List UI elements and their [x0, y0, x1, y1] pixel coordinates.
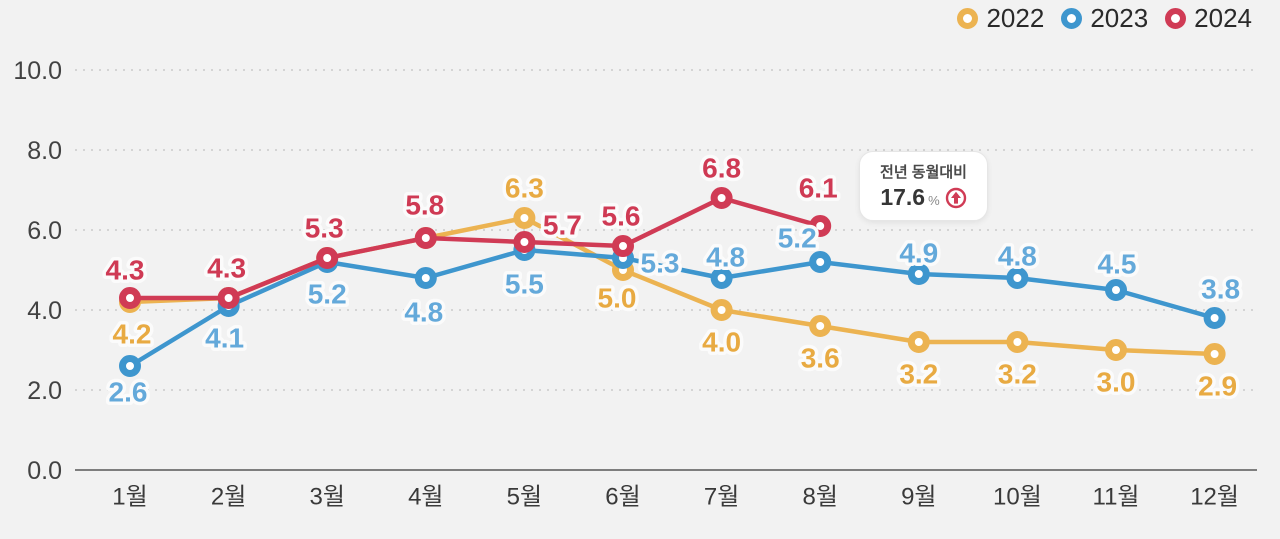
y-tick-label: 6.0 [27, 217, 62, 245]
legend-item-2023: 2023 [1061, 3, 1148, 34]
y-tick-label: 8.0 [27, 137, 62, 165]
x-tick-label: 3월 [309, 484, 344, 511]
data-label-2022-11월: 3.0 [1097, 367, 1136, 398]
data-label-2023-11월: 4.5 [1098, 249, 1137, 280]
data-point-2022-5월 [513, 207, 536, 229]
data-label-2023-8월: 5.2 [778, 223, 817, 254]
data-label-2022-9월: 3.2 [899, 359, 938, 390]
data-point-2023-12월 [1203, 307, 1226, 329]
yoy-annotation-value-row: 17.6 % [880, 184, 966, 211]
data-label-2022-6월: 5.0 [598, 283, 637, 314]
y-tick-label: 4.0 [27, 297, 62, 325]
data-point-2024-7월 [710, 187, 733, 209]
data-label-2023-9월: 4.9 [899, 238, 938, 269]
y-tick-label: 2.0 [27, 377, 62, 405]
data-label-2023-1월: 2.6 [109, 377, 148, 408]
yoy-annotation: 전년 동월대비 17.6 % [859, 151, 988, 221]
series-line-2024 [127, 195, 823, 301]
legend-marker-icon [1165, 8, 1187, 29]
legend-item-2022: 2022 [957, 3, 1044, 34]
x-tick-label: 2월 [211, 484, 246, 511]
yoy-unit: % [928, 193, 940, 208]
data-point-2024-2월 [217, 287, 240, 309]
x-tick-label: 11월 [1093, 484, 1140, 511]
data-label-2023-5월: 5.5 [505, 269, 544, 300]
x-tick-label: 5월 [507, 484, 542, 511]
data-point-2024-5월 [513, 231, 536, 253]
data-label-2023-4월: 4.8 [404, 297, 443, 328]
data-label-2023-12월: 3.8 [1201, 274, 1240, 305]
legend-item-2024: 2024 [1165, 3, 1252, 34]
data-point-2024-4월 [414, 227, 437, 249]
data-point-2022-12월 [1203, 343, 1226, 365]
x-tick-label: 12월 [1190, 484, 1239, 511]
y-tick-label: 0.0 [27, 457, 62, 485]
data-point-2023-8월 [809, 251, 832, 273]
legend-marker-icon [1061, 8, 1083, 29]
series-line-2022 [127, 215, 1217, 357]
series-line-2023 [127, 247, 1217, 369]
data-point-2022-11월 [1105, 339, 1127, 361]
chart-legend: 2022 2023 2024 [957, 3, 1252, 34]
x-tick-label: 1월 [112, 484, 147, 511]
legend-marker-icon [957, 8, 979, 29]
data-label-2023-6월: 5.3 [641, 248, 680, 279]
data-point-2024-3월 [316, 247, 339, 269]
y-tick-label: 10.0 [13, 57, 62, 85]
yoy-annotation-label: 전년 동월대비 [880, 164, 967, 181]
data-label-2022-5월: 6.3 [505, 173, 544, 204]
data-label-2022-1월: 4.2 [113, 319, 152, 350]
x-tick-label: 8월 [802, 484, 837, 511]
up-arrow-icon [945, 187, 966, 208]
data-label-2023-2월: 4.1 [205, 323, 244, 354]
x-tick-label: 10월 [993, 484, 1042, 511]
data-label-2022-8월: 3.6 [801, 343, 840, 374]
x-tick-label: 6월 [605, 484, 640, 511]
legend-label: 2023 [1090, 3, 1149, 33]
data-point-2023-4월 [414, 267, 437, 289]
data-point-2023-1월 [119, 355, 141, 377]
data-label-2024-2월: 4.3 [207, 253, 246, 284]
data-label-2024-1월: 4.3 [106, 255, 145, 286]
data-label-2022-7월: 4.0 [702, 327, 741, 358]
data-label-2024-6월: 5.6 [602, 201, 641, 232]
data-point-2024-6월 [612, 235, 634, 257]
data-point-2023-7월 [710, 267, 733, 289]
data-point-2022-10월 [1006, 331, 1029, 353]
data-label-2024-4월: 5.8 [405, 190, 444, 221]
x-tick-label: 7월 [704, 484, 739, 511]
data-point-2022-8월 [809, 315, 832, 337]
data-label-2023-3월: 5.2 [308, 279, 347, 310]
data-point-2024-1월 [119, 287, 141, 309]
data-point-2024-8월 [809, 215, 832, 237]
legend-label: 2022 [986, 3, 1045, 33]
data-point-2023-11월 [1105, 279, 1127, 301]
data-label-2023-10월: 4.8 [998, 241, 1037, 272]
data-label-2024-5월: 5.7 [543, 210, 582, 241]
data-label-2024-8월: 6.1 [799, 173, 838, 204]
x-tick-label: 9월 [901, 484, 936, 511]
data-label-2024-7월: 6.8 [702, 153, 741, 184]
data-label-2022-10월: 3.2 [998, 359, 1037, 390]
data-label-2022-12월: 2.9 [1198, 371, 1237, 402]
x-tick-label: 4월 [408, 484, 443, 511]
data-point-2022-7월 [710, 299, 733, 321]
legend-label: 2024 [1194, 3, 1252, 33]
yoy-value: 17.6 [880, 184, 926, 210]
data-label-2023-7월: 4.8 [706, 242, 745, 273]
data-point-2023-9월 [907, 263, 930, 285]
data-label-2024-3월: 5.3 [305, 213, 344, 244]
data-point-2022-9월 [907, 331, 930, 353]
data-point-2023-10월 [1006, 267, 1029, 289]
